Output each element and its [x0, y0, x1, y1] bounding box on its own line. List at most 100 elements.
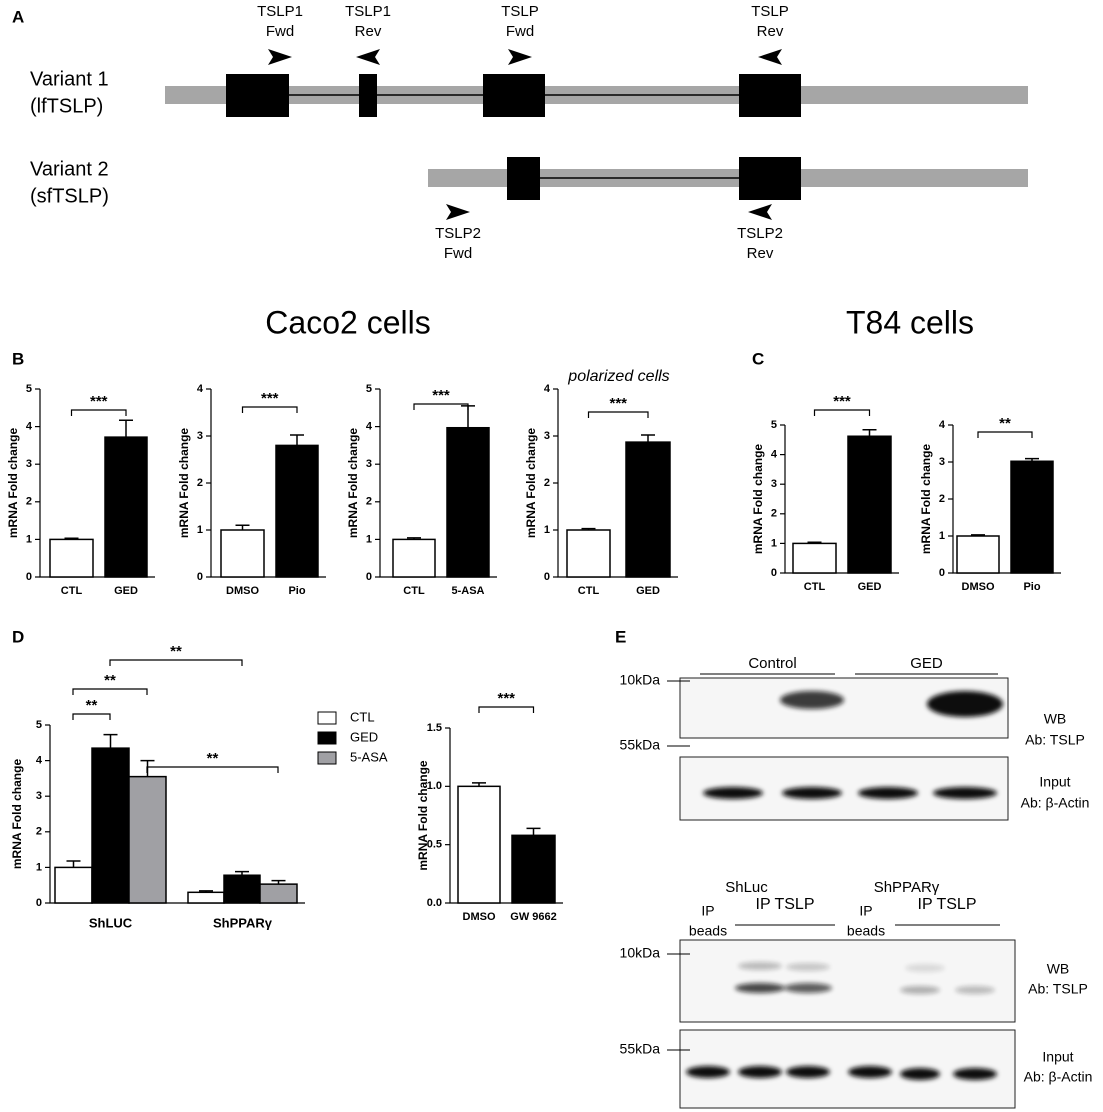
y-tick-label: 4 — [771, 449, 778, 461]
blot-label: WB — [1047, 961, 1070, 977]
significance-bracket — [72, 688, 148, 695]
y-axis-label: mRNA Fold change — [416, 760, 430, 871]
band — [953, 1068, 997, 1080]
y-tick-label: 1 — [544, 524, 550, 536]
y-tick-label: 0.5 — [427, 839, 442, 851]
significance-bracket — [109, 659, 243, 666]
band — [703, 787, 763, 799]
primer-arrow — [356, 49, 380, 65]
x-tick-label: GW 9662 — [510, 911, 556, 923]
bar — [457, 785, 501, 904]
y-tick-label: 5 — [771, 419, 777, 431]
band — [782, 787, 842, 799]
error-bar — [526, 827, 541, 836]
legend-label: GED — [350, 729, 378, 744]
band — [900, 986, 940, 994]
y-tick-label: 2 — [771, 508, 777, 520]
significance-label: ** — [104, 672, 116, 689]
panel-label: B — [12, 349, 24, 368]
blot-label: WB — [1044, 711, 1067, 727]
y-axis-label: mRNA Fold change — [177, 428, 191, 539]
bar — [511, 834, 556, 904]
y-tick-label: 1 — [771, 537, 777, 549]
error-bar — [472, 782, 486, 787]
blot-label: Ab: TSLP — [1025, 732, 1085, 748]
y-tick-label: 0 — [771, 567, 777, 579]
band — [933, 787, 997, 799]
primer-label: TSLP1 — [345, 3, 391, 20]
significance-bracket — [478, 706, 535, 713]
y-tick-label: 5 — [366, 383, 372, 395]
y-tick-label: 4 — [36, 755, 43, 767]
variant-isoform: (lfTSLP) — [30, 95, 103, 117]
y-tick-label: 4 — [939, 419, 946, 431]
group-label: Control — [748, 655, 796, 672]
bar — [187, 891, 225, 904]
significance-bracket — [241, 406, 298, 413]
band — [780, 691, 844, 709]
primer-label: Fwd — [444, 245, 472, 262]
error-bar — [407, 537, 421, 540]
significance-label: *** — [432, 387, 450, 404]
x-tick-label: Pio — [288, 585, 305, 597]
heading: T84 cells — [846, 304, 974, 340]
primer-label: TSLP — [751, 3, 789, 20]
y-tick-label: 0 — [36, 897, 42, 909]
blot-panel — [679, 677, 1009, 739]
y-tick-label: 1 — [366, 533, 372, 545]
error-bar — [807, 541, 822, 544]
band — [858, 787, 918, 799]
band — [905, 964, 945, 972]
exon — [739, 74, 801, 117]
y-axis-label: mRNA Fold change — [919, 444, 933, 555]
significance-label: *** — [261, 390, 279, 407]
band — [686, 1066, 730, 1078]
band — [738, 962, 782, 970]
significance-label: *** — [497, 690, 515, 707]
x-tick-label: ShLUC — [89, 915, 133, 930]
y-tick-label: 0 — [939, 567, 945, 579]
significance-bracket — [413, 403, 469, 410]
x-tick-label: Pio — [1023, 581, 1040, 593]
bar — [792, 542, 837, 574]
significance-bracket — [587, 411, 649, 418]
significance-label: *** — [833, 393, 851, 410]
y-tick-label: 4 — [197, 383, 204, 395]
lane-label: IP TSLP — [918, 896, 977, 913]
blot-panel — [679, 939, 1016, 1023]
y-tick-label: 1 — [26, 533, 32, 545]
exon — [226, 74, 289, 117]
x-tick-label: DMSO — [463, 911, 496, 923]
significance-label: *** — [90, 393, 108, 410]
primer-label: TSLP2 — [435, 225, 481, 242]
group-label: ShPPARγ — [874, 879, 940, 896]
x-tick-label: DMSO — [226, 585, 259, 597]
heading: Caco2 cells — [265, 304, 430, 340]
y-tick-label: 2 — [197, 477, 203, 489]
y-tick-label: 0 — [366, 571, 372, 583]
primer-label: TSLP2 — [737, 225, 783, 242]
lane-label: beads — [689, 923, 727, 939]
error-bar — [66, 860, 81, 868]
y-tick-label: 1 — [197, 524, 203, 536]
x-tick-label: CTL — [61, 585, 83, 597]
error-bar — [103, 733, 118, 749]
band — [738, 1066, 782, 1078]
primer-label: Rev — [355, 23, 382, 40]
primer-arrow — [268, 49, 292, 65]
legend-label: CTL — [350, 709, 375, 724]
significance-bracket — [813, 409, 871, 416]
y-axis-label: mRNA Fold change — [6, 428, 20, 539]
blot-label: Ab: β-Actin — [1021, 795, 1090, 811]
gene-structure — [165, 74, 1028, 200]
primer-arrow — [508, 49, 532, 65]
bar — [566, 529, 611, 578]
bar — [1010, 460, 1054, 574]
y-tick-label: 4 — [544, 383, 551, 395]
error-bar — [235, 524, 250, 530]
lane-label: IP TSLP — [756, 896, 815, 913]
significance-label: ** — [207, 750, 219, 767]
panel-label: C — [752, 349, 764, 368]
subtitle: polarized cells — [567, 368, 669, 385]
blot-label: Input — [1042, 1049, 1073, 1065]
